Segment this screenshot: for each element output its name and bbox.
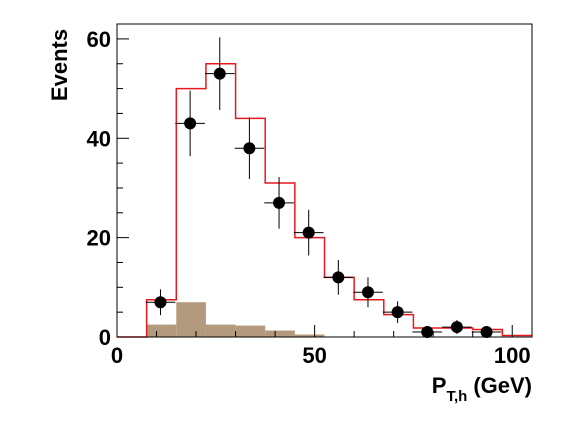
x-tick-label: 100 bbox=[494, 343, 531, 368]
x-tick-label: 0 bbox=[111, 343, 123, 368]
data-point bbox=[243, 142, 256, 155]
x-axis-title: PT,h (GeV) bbox=[432, 373, 532, 405]
x-axis-title-sub: T,h bbox=[446, 388, 467, 405]
y-tick-label: 40 bbox=[87, 126, 111, 151]
x-axis-title-unit: (GeV) bbox=[473, 373, 532, 398]
data-point bbox=[391, 306, 404, 319]
data-point bbox=[361, 286, 374, 299]
y-tick-label: 20 bbox=[87, 226, 111, 251]
background-bin bbox=[294, 334, 325, 337]
y-axis-ticks: 0 20 40 60 bbox=[87, 27, 129, 350]
data-point bbox=[154, 296, 167, 309]
y-tick-label: 60 bbox=[87, 27, 111, 52]
data-point bbox=[421, 326, 434, 339]
data-point bbox=[184, 117, 197, 130]
background-bin bbox=[176, 302, 206, 337]
x-tick-label: 50 bbox=[302, 343, 326, 368]
data-point bbox=[450, 321, 463, 334]
data-point bbox=[480, 326, 493, 339]
background-bin bbox=[265, 330, 295, 337]
y-tick-label: 0 bbox=[99, 325, 111, 350]
y-axis-title: Events bbox=[47, 29, 72, 101]
data-point bbox=[302, 226, 315, 239]
data-point bbox=[213, 67, 226, 80]
plot-area bbox=[117, 37, 532, 339]
data-point bbox=[332, 271, 345, 284]
signal-step-line bbox=[117, 62, 532, 338]
plot-frame bbox=[116, 23, 533, 338]
background-bin bbox=[235, 325, 266, 337]
background-bin bbox=[205, 324, 236, 337]
x-axis-title-main: P bbox=[432, 373, 447, 398]
data-point bbox=[273, 196, 286, 209]
background-bin bbox=[146, 324, 177, 337]
